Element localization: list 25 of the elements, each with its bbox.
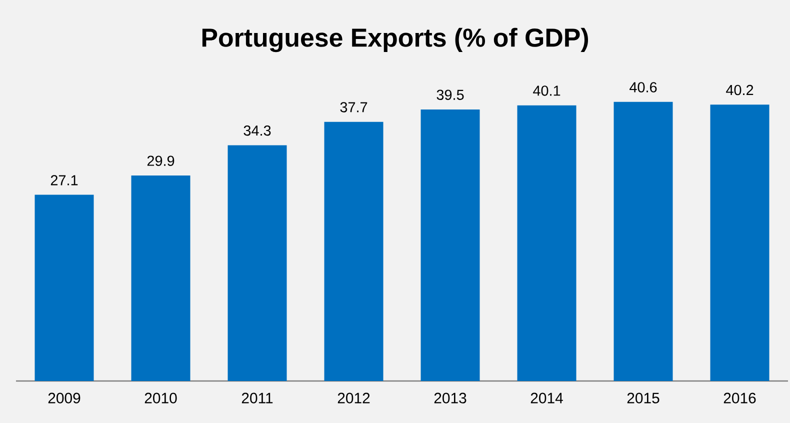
x-tick-label: 2014 bbox=[530, 392, 563, 404]
bar bbox=[324, 122, 384, 381]
data-label: 40.2 bbox=[726, 84, 754, 96]
data-label: 40.1 bbox=[533, 86, 560, 96]
x-tick-label: 2009 bbox=[48, 392, 80, 404]
data-label: 37.7 bbox=[340, 102, 368, 112]
data-label: 40.6 bbox=[630, 82, 657, 92]
bar bbox=[34, 194, 94, 381]
bar bbox=[517, 105, 576, 381]
bar bbox=[228, 145, 287, 381]
x-tick-label: 2012 bbox=[338, 392, 370, 404]
x-tick-label: 2016 bbox=[724, 392, 756, 404]
chart-title: Portuguese Exports (% of GDP) bbox=[202, 28, 588, 52]
data-label: 27.1 bbox=[50, 175, 78, 186]
x-tick-label: 2015 bbox=[627, 392, 660, 404]
x-tick-label: 2011 bbox=[242, 392, 273, 404]
x-tick-label: 2010 bbox=[144, 392, 177, 404]
bar bbox=[420, 109, 480, 381]
bar bbox=[710, 104, 770, 381]
data-label: 29.9 bbox=[147, 156, 174, 166]
data-label: 34.3 bbox=[244, 125, 271, 136]
data-label: 39.5 bbox=[436, 90, 464, 100]
x-tick-label: 2013 bbox=[434, 392, 466, 404]
bar bbox=[131, 175, 190, 381]
bar bbox=[614, 102, 673, 381]
